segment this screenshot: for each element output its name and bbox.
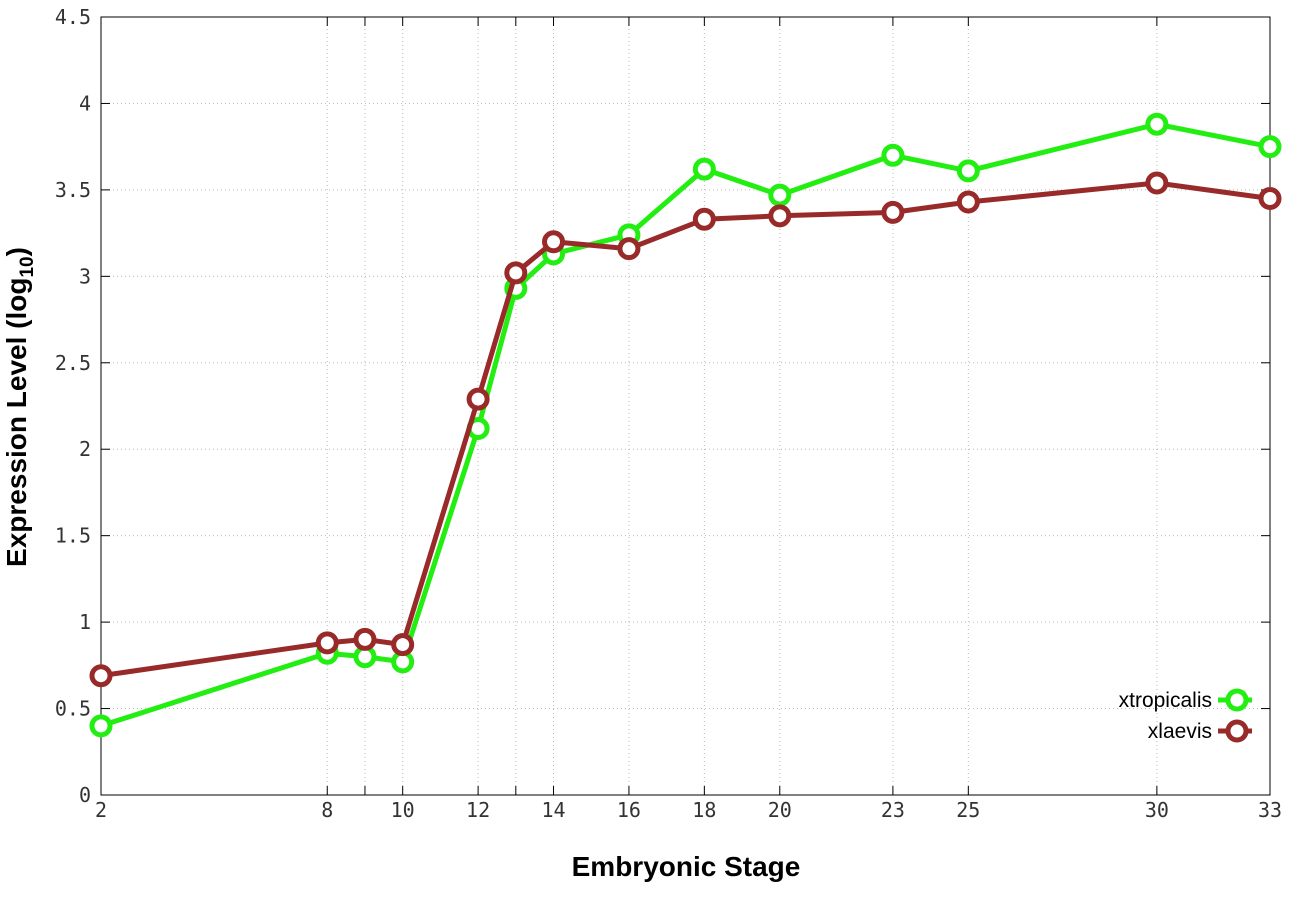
data-point-xtropicalis — [89, 714, 113, 738]
data-point-xlaevis — [881, 200, 905, 224]
x-tick-label: 25 — [956, 798, 980, 822]
legend-label-xtropicalis: xtropicalis — [1119, 689, 1212, 712]
data-point-xlaevis — [504, 261, 528, 285]
data-point-xlaevis — [391, 633, 415, 657]
legend-marker-xtropicalis — [1225, 688, 1249, 712]
y-axis-title-subscript: 10 — [17, 256, 38, 277]
y-tick-label: 1 — [79, 610, 91, 634]
data-point-xlaevis — [89, 664, 113, 688]
y-tick-label: 0.5 — [55, 697, 91, 721]
y-tick-label: 4.5 — [55, 5, 91, 29]
x-tick-label: 12 — [466, 798, 490, 822]
x-tick-label: 2 — [95, 798, 107, 822]
series-line-xlaevis — [100, 180, 1271, 679]
plot-frame — [100, 16, 1271, 796]
axis-ticks — [100, 16, 1271, 796]
series-xlaevis — [89, 171, 1282, 688]
y-tick-label: 4 — [79, 91, 91, 115]
x-tick-label: 20 — [768, 798, 792, 822]
y-tick-labels: 0 0.5 1 1.5 2 2.5 3 3.5 4 4.5 — [55, 5, 91, 807]
legend-label-xlaevis: xlaevis — [1148, 720, 1212, 743]
y-axis-title-close: ) — [1, 247, 32, 256]
x-axis-title: Embryonic Stage — [572, 851, 801, 882]
data-point-xtropicalis — [1258, 135, 1282, 159]
x-tick-label: 8 — [321, 798, 333, 822]
data-point-xlaevis — [768, 204, 792, 228]
x-tick-label: 16 — [617, 798, 641, 822]
y-tick-label: 2 — [79, 437, 91, 461]
data-point-xlaevis — [542, 230, 566, 254]
series-layer — [89, 112, 1282, 738]
y-axis-title: Expression Level (log10) — [1, 247, 38, 567]
grid-lines — [101, 17, 1270, 795]
x-tick-label: 33 — [1258, 798, 1282, 822]
legend-marker-xlaevis — [1225, 719, 1249, 743]
y-tick-label: 0 — [79, 783, 91, 807]
data-point-xtropicalis — [768, 183, 792, 207]
x-tick-label: 10 — [391, 798, 415, 822]
x-tick-label: 23 — [881, 798, 905, 822]
legend: xtropicalis xlaevis — [1119, 688, 1252, 743]
series-xtropicalis — [89, 112, 1282, 738]
data-point-xlaevis — [315, 631, 339, 655]
x-tick-labels: 2 8 10 12 14 16 18 20 23 25 30 33 — [95, 798, 1282, 822]
y-tick-label: 3 — [79, 264, 91, 288]
data-point-xtropicalis — [1145, 112, 1169, 136]
data-point-xlaevis — [466, 387, 490, 411]
data-point-xtropicalis — [692, 157, 716, 181]
y-tick-label: 2.5 — [55, 351, 91, 375]
series-line-xtropicalis — [100, 121, 1271, 729]
data-point-xlaevis — [692, 207, 716, 231]
data-point-xlaevis — [617, 237, 641, 261]
data-point-xtropicalis — [956, 159, 980, 183]
data-point-xtropicalis — [881, 143, 905, 167]
x-tick-label: 30 — [1145, 798, 1169, 822]
data-point-xlaevis — [1145, 171, 1169, 195]
data-point-xlaevis — [1258, 187, 1282, 211]
x-tick-label: 18 — [692, 798, 716, 822]
data-point-xlaevis — [353, 627, 377, 651]
y-axis-title-main: Expression Level (log — [1, 278, 32, 567]
y-tick-label: 3.5 — [55, 178, 91, 202]
x-tick-label: 14 — [541, 798, 565, 822]
data-point-xlaevis — [956, 190, 980, 214]
y-tick-label: 1.5 — [55, 524, 91, 548]
